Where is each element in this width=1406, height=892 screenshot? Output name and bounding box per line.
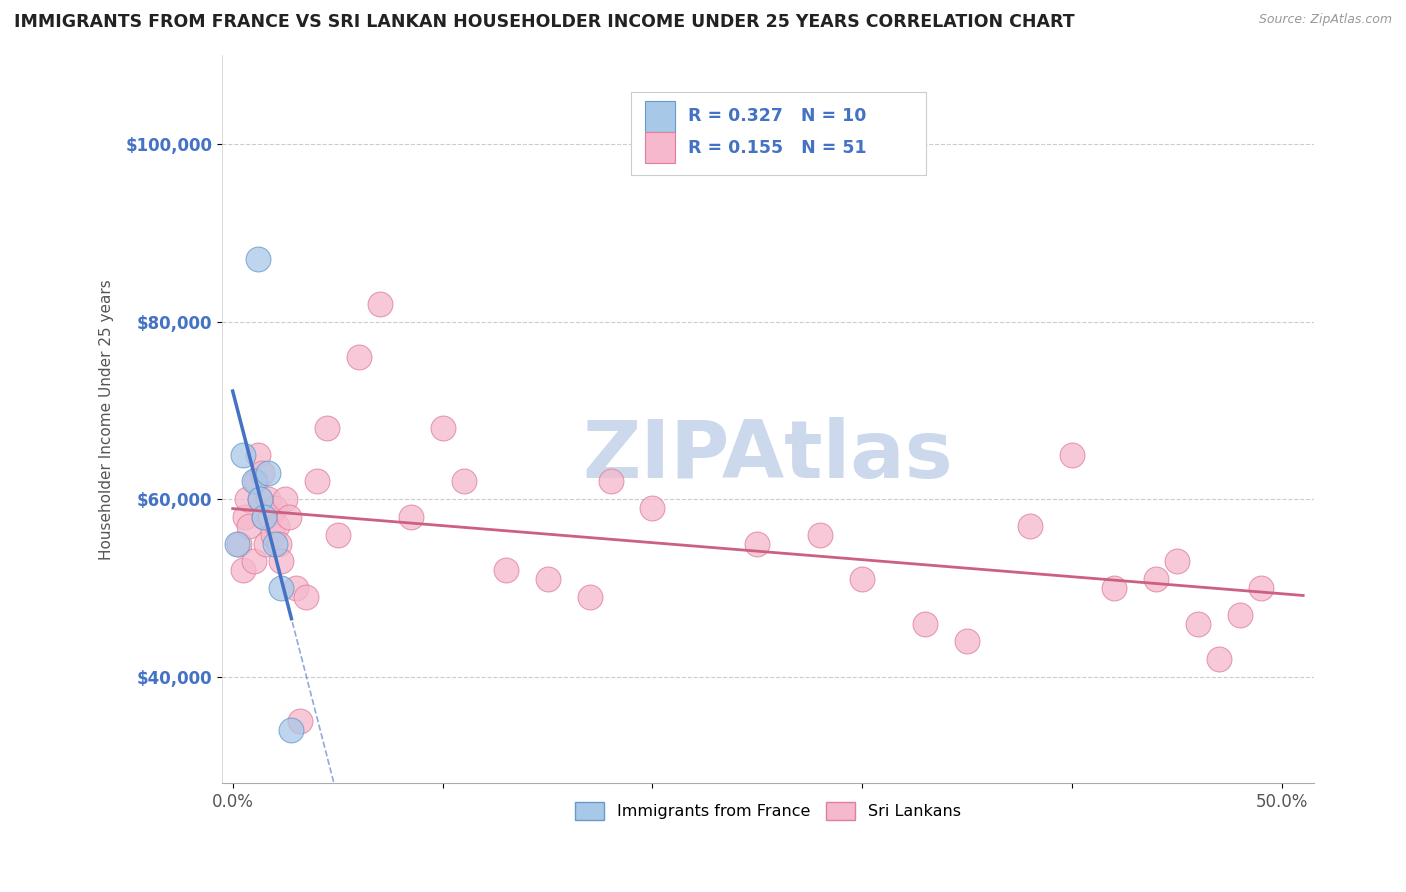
Point [305,475,328,489]
Point [242,554,264,568]
Point [267,536,290,550]
Point [245,475,267,489]
Point [232,448,254,462]
Point [432,421,454,435]
Point [399,510,422,524]
Point [238,519,260,533]
Point [316,421,339,435]
Text: R = 0.327   N = 10: R = 0.327 N = 10 [689,106,866,125]
Point [1062,448,1084,462]
Point [1019,519,1042,533]
Point [270,554,292,568]
Point [347,350,370,364]
Point [263,501,285,516]
Point [280,723,302,737]
Text: R = 0.155   N = 51: R = 0.155 N = 51 [689,138,868,157]
Point [263,536,285,550]
Point [914,616,936,631]
Point [246,252,269,267]
Point [1229,607,1251,622]
Legend: Immigrants from France, Sri Lankans: Immigrants from France, Sri Lankans [569,795,967,826]
Point [249,492,271,507]
Point [262,527,284,541]
Point [288,714,311,729]
FancyBboxPatch shape [644,132,675,163]
Point [295,590,318,604]
Point [495,563,517,577]
Point [536,572,558,586]
Point [253,510,276,524]
FancyBboxPatch shape [644,101,675,132]
Text: ZIPAtlas: ZIPAtlas [582,417,953,495]
Point [246,448,269,462]
Point [641,501,664,516]
Point [225,536,247,550]
Point [1144,572,1167,586]
Point [278,510,301,524]
Point [266,519,288,533]
Point [232,563,254,577]
Point [368,297,391,311]
Point [259,510,281,524]
Point [236,492,259,507]
Point [250,466,273,480]
Point [270,581,292,595]
Point [599,475,621,489]
Point [326,527,349,541]
Point [747,536,769,550]
Point [1208,652,1230,666]
Point [284,581,307,595]
Point [851,572,873,586]
Point [810,527,832,541]
Point [228,536,250,550]
Point [249,492,271,507]
Point [1187,616,1209,631]
Point [1104,581,1126,595]
Point [1166,554,1188,568]
FancyBboxPatch shape [631,92,927,176]
Point [233,510,256,524]
Point [1250,581,1272,595]
Y-axis label: Householder Income Under 25 years: Householder Income Under 25 years [100,279,114,559]
Point [257,492,280,507]
Point [242,475,264,489]
Point [274,492,297,507]
Text: Source: ZipAtlas.com: Source: ZipAtlas.com [1258,13,1392,27]
Point [257,466,280,480]
Point [253,510,276,524]
Point [578,590,600,604]
Point [453,475,475,489]
Point [254,536,277,550]
Point [956,634,979,648]
Text: IMMIGRANTS FROM FRANCE VS SRI LANKAN HOUSEHOLDER INCOME UNDER 25 YEARS CORRELATI: IMMIGRANTS FROM FRANCE VS SRI LANKAN HOU… [14,13,1074,31]
